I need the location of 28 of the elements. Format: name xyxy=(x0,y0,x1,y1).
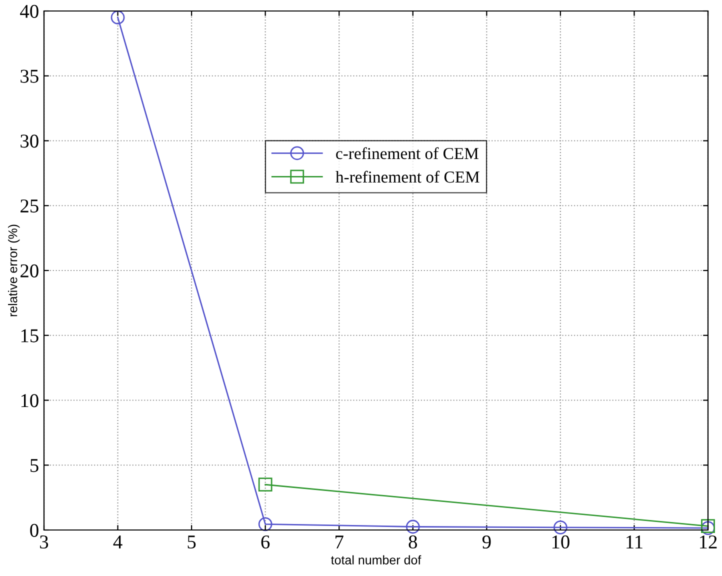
point xyxy=(110,10,125,24)
y-tick-label: 40 xyxy=(20,4,38,18)
x-tick-label: 4 xyxy=(113,536,122,548)
x-tick-label: 7 xyxy=(336,536,344,548)
y-tick-label: 10 xyxy=(21,394,38,408)
x-tick-label: 11 xyxy=(626,536,642,548)
point xyxy=(258,517,272,532)
point xyxy=(554,520,568,534)
y-axis-title: relative error (%) xyxy=(8,224,20,316)
y-tick-label: 0 xyxy=(30,524,38,537)
point xyxy=(406,520,420,534)
legend-label: c-refinement of CEM xyxy=(336,147,478,160)
x-tick-label: 10 xyxy=(552,535,570,549)
x-tick-label: 6 xyxy=(261,535,270,549)
x-tick-label: 9 xyxy=(482,535,491,549)
x-tick-label: 5 xyxy=(188,536,196,549)
x-axis-title: total number dof xyxy=(331,555,422,564)
x-tick-label: 12 xyxy=(700,535,717,548)
y-tick-label: 20 xyxy=(20,264,38,278)
y-tick-label: 5 xyxy=(30,459,38,472)
y-tick-label: 30 xyxy=(20,134,38,148)
x-tick-label: 8 xyxy=(408,535,418,549)
point xyxy=(258,478,272,492)
y-tick-label: 35 xyxy=(20,70,38,83)
y-tick-label: 25 xyxy=(20,199,38,213)
y-tick-label: 15 xyxy=(21,329,38,342)
legend-label: h-refinement of CEM xyxy=(336,170,480,183)
x-tick-label: 3 xyxy=(40,535,48,549)
